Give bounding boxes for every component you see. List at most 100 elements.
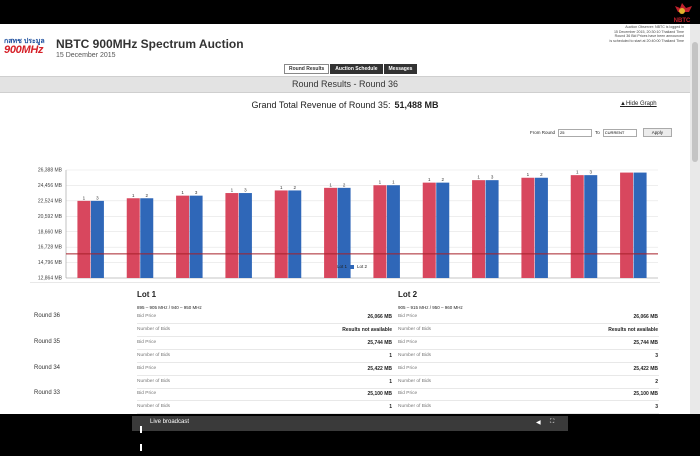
- lot2-bid-price: 25,422 MB: [633, 366, 658, 372]
- round-label: Round 34: [34, 365, 61, 371]
- lot1-bar: [126, 198, 140, 278]
- bar-data-label: 1: [329, 182, 332, 187]
- round-label: Round 33: [34, 390, 61, 396]
- lot2-number-of-bids: Results not available: [608, 327, 658, 333]
- bid-price-label: Bid Price: [398, 391, 418, 396]
- page-scrollbar[interactable]: [690, 24, 700, 414]
- hide-graph-link[interactable]: ▲Hide Graph: [620, 101, 657, 107]
- lot1-number-of-bids: 1: [389, 404, 392, 410]
- status-line: 15 December 2015, 20:30:10 Thailand Time: [613, 29, 684, 34]
- row-divider: [137, 400, 659, 401]
- y-tick-label: 14,796 MB: [38, 260, 63, 266]
- status-panel: Auction Observer: NBTC is logged in 15 D…: [569, 25, 684, 43]
- lot2-bar: [140, 198, 154, 278]
- apply-button[interactable]: Apply: [642, 128, 673, 137]
- live-broadcast-label: Live broadcast: [150, 419, 190, 425]
- y-tick-label: 24,456 MB: [38, 183, 63, 189]
- lot1-title: Lot 1: [137, 290, 157, 299]
- revenue-label: Grand Total Revenue of Round 35:: [251, 100, 391, 110]
- lot1-number-of-bids: Results not available: [342, 327, 392, 333]
- bid-price-label: Bid Price: [137, 391, 157, 396]
- revenue-value: 51,488 MB: [394, 100, 439, 110]
- lot2-bid-price: 26,066 MB: [633, 314, 658, 320]
- bar-data-label: 3: [195, 190, 198, 195]
- grand-total-revenue: Grand Total Revenue of Round 35: 51,488 M…: [0, 100, 690, 110]
- live-broadcast-bar[interactable]: Live broadcast ◀ ⛶: [132, 416, 568, 451]
- bar-data-label: 3: [244, 188, 247, 193]
- row-divider: [137, 336, 659, 337]
- to-round-input[interactable]: [602, 128, 637, 137]
- bar-data-label: 1: [132, 193, 135, 198]
- number-of-bids-label: Number of Bids: [137, 353, 171, 358]
- header: กสทช ประมูล 900MHz NBTC 900MHz Spectrum …: [0, 24, 690, 62]
- tab-auction-schedule[interactable]: Auction Schedule: [330, 64, 383, 74]
- bar-data-label: 1: [428, 177, 431, 182]
- lot1-bar: [225, 193, 239, 278]
- bar-data-label: 2: [441, 177, 444, 182]
- lot1-bar: [324, 187, 338, 278]
- lot2-bar: [337, 187, 351, 278]
- bar-data-label: 1: [576, 170, 579, 175]
- lot1-bar: [176, 195, 190, 278]
- lot2-number-of-bids: 3: [655, 353, 658, 359]
- bid-price-label: Bid Price: [398, 340, 418, 345]
- pause-icon[interactable]: [140, 420, 147, 451]
- bar-data-label: 1: [527, 172, 530, 177]
- lot1-bar: [521, 177, 535, 278]
- bar-data-label: 1: [181, 190, 184, 195]
- row-divider: [137, 349, 659, 350]
- lot1-bid-price: 25,744 MB: [367, 340, 392, 346]
- from-round-label: From Round: [530, 130, 556, 135]
- y-tick-label: 16,728 MB: [38, 245, 63, 251]
- from-round-input[interactable]: [558, 128, 593, 137]
- legend-swatch: [350, 264, 355, 269]
- legend-swatch: [330, 264, 334, 269]
- number-of-bids-label: Number of Bids: [137, 327, 171, 332]
- bar-data-label: 2: [145, 193, 148, 198]
- lot1-bar: [274, 190, 288, 278]
- number-of-bids-label: Number of Bids: [137, 379, 171, 384]
- bar-data-label: 1: [231, 188, 234, 193]
- bid-price-label: Bid Price: [398, 366, 418, 371]
- divider: [30, 282, 660, 283]
- bid-price-chart: 26,388 MB 24,456 MB 22,524 MB 20,592 MB 18,6…: [38, 168, 658, 282]
- y-tick-label: 22,524 MB: [38, 198, 63, 204]
- lot2-bid-price: 25,100 MB: [633, 391, 658, 397]
- number-of-bids-label: Number of Bids: [398, 379, 432, 384]
- bar-data-label: 1: [392, 180, 395, 185]
- status-line: is scheduled to start at 20:40:00 Thaila…: [609, 38, 684, 43]
- volume-icon[interactable]: ◀: [536, 420, 541, 426]
- y-tick-label: 18,660 MB: [38, 229, 63, 235]
- number-of-bids-label: Number of Bids: [398, 353, 432, 358]
- round-range-filter: From Round To Apply: [530, 128, 673, 137]
- bar-data-label: 1: [477, 175, 480, 180]
- to-round-label: To: [595, 130, 600, 135]
- lot2-frequency: 905 – 915 MHz / 950 – 960 MHz: [398, 305, 463, 310]
- number-of-bids-label: Number of Bids: [398, 327, 432, 332]
- tab-messages[interactable]: Messages: [383, 64, 418, 74]
- number-of-bids-label: Number of Bids: [137, 404, 171, 409]
- scroll-thumb[interactable]: [692, 42, 698, 162]
- lot1-bid-price: 26,066 MB: [367, 314, 392, 320]
- page-date: 15 December 2015: [56, 52, 116, 59]
- legend-label: Lot 1: [337, 264, 348, 269]
- tab-round-results[interactable]: Round Results: [284, 64, 330, 74]
- lot2-number-of-bids: 2: [655, 379, 658, 385]
- lot1-bar: [570, 175, 584, 278]
- lot2-bar: [288, 190, 302, 278]
- page-title: NBTC 900MHz Spectrum Auction: [56, 37, 244, 51]
- y-tick-label: 12,864 MB: [38, 276, 63, 282]
- bar-data-label: 3: [589, 170, 592, 175]
- row-divider: [137, 323, 659, 324]
- y-tick-label: 26,388 MB: [38, 168, 63, 174]
- emblem-text: NBTC: [674, 18, 691, 24]
- lot1-number-of-bids: 1: [389, 353, 392, 359]
- bar-data-label: 1: [83, 195, 86, 200]
- lot1-number-of-bids: 1: [389, 379, 392, 385]
- round-label: Round 36: [34, 313, 61, 319]
- bid-price-label: Bid Price: [137, 314, 157, 319]
- lot2-bar: [534, 177, 548, 278]
- lot2-bid-price: 25,744 MB: [633, 340, 658, 346]
- fullscreen-icon[interactable]: ⛶: [550, 419, 555, 425]
- round-label: Round 35: [34, 339, 61, 345]
